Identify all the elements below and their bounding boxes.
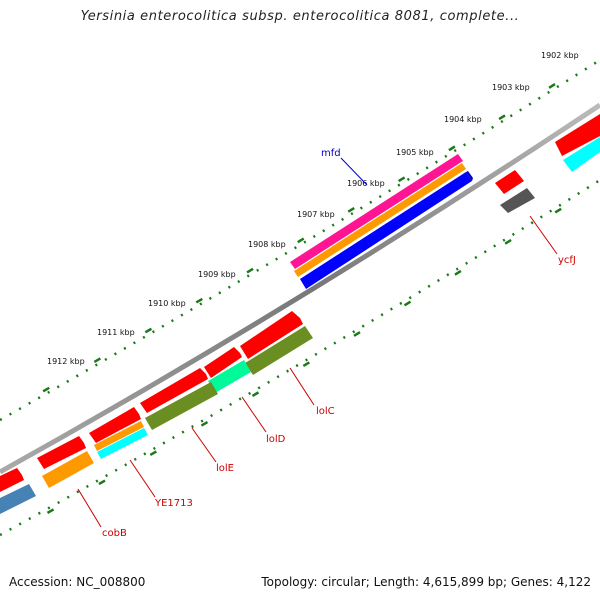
gene-label-ycfJ: ycfJ — [558, 255, 576, 266]
gene-label-cobB: cobB — [102, 528, 127, 539]
cds-left — [0, 468, 24, 492]
gene-label-lolC: lolC — [316, 406, 335, 417]
feature-lolE-olive — [145, 382, 218, 430]
feature-YE1713-cyan — [97, 428, 148, 459]
leader-lolD — [241, 396, 267, 433]
tick-label: 1909 kbp — [198, 270, 236, 279]
cds-lolD — [204, 347, 242, 378]
accession-text: Accession: NC_008800 — [9, 575, 146, 589]
leader-ycfJ — [529, 215, 558, 255]
cds-lolE — [140, 368, 208, 413]
cds-lolC — [240, 311, 303, 359]
tick-label: 1911 kbp — [97, 328, 135, 337]
feature-right-cyan — [563, 137, 600, 172]
cds-ycfJ-top — [495, 170, 524, 194]
feature-magenta — [290, 154, 463, 269]
outer-major-ticks — [0, 55, 599, 418]
map-title: Yersinia enterocolitica subsp. enterocol… — [80, 9, 520, 24]
feature-lolC-olive — [245, 326, 313, 375]
feature-YE1713-orange — [94, 421, 144, 451]
gene-label-lolE: lolE — [216, 463, 234, 474]
cds-right-1 — [555, 114, 600, 156]
gene-label-mfd: mfd — [321, 148, 341, 159]
genome-backbone — [0, 102, 600, 475]
topology-summary: Topology: circular; Length: 4,615,899 bp… — [261, 575, 591, 589]
gene-label-lolD: lolD — [266, 434, 286, 445]
feature-orange — [294, 163, 466, 277]
leader-cobB — [77, 488, 102, 528]
feature-blue — [300, 172, 472, 289]
leader-lolC — [289, 367, 315, 406]
feature-ycfJ-gray — [500, 188, 535, 213]
tick-label: 1905 kbp — [396, 148, 434, 157]
inner-tick-dots — [0, 178, 600, 537]
tick-label: 1912 kbp — [47, 357, 85, 366]
feature-left-steelblue — [0, 484, 36, 514]
tick-label: 1903 kbp — [492, 83, 530, 92]
cds-cobB — [37, 436, 86, 469]
feature-cobB-orange — [42, 451, 94, 488]
tick-label: 1908 kbp — [248, 240, 286, 249]
tick-label: 1907 kbp — [297, 210, 335, 219]
leader-mfd — [340, 157, 368, 186]
tick-label: 1902 kbp — [541, 51, 579, 60]
gene-label-YE1713: YE1713 — [154, 498, 193, 509]
leader-lolE — [191, 427, 217, 463]
tick-label: 1910 kbp — [148, 299, 186, 308]
feature-blue-tip — [466, 171, 473, 181]
inner-major-ticks — [1, 182, 600, 540]
leader-YE1713 — [129, 459, 156, 498]
feature-lolD-teal — [208, 360, 251, 393]
tick-label: 1904 kbp — [444, 115, 482, 124]
cds-YE1713 — [89, 407, 141, 443]
